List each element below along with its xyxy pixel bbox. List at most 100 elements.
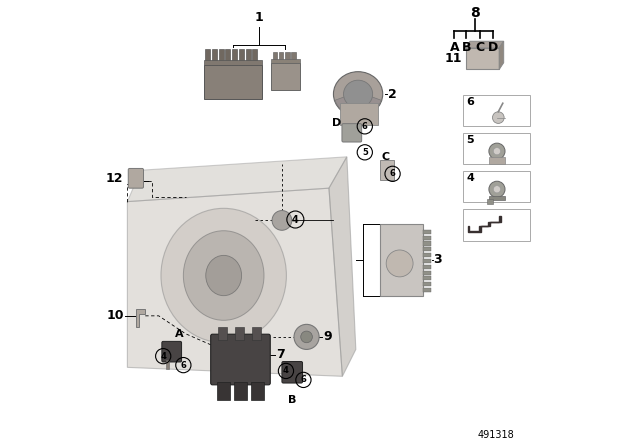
Bar xyxy=(218,327,227,340)
Text: 7: 7 xyxy=(276,348,285,362)
Bar xyxy=(232,49,237,65)
Bar xyxy=(463,95,530,126)
Bar xyxy=(463,133,530,164)
Circle shape xyxy=(493,112,504,124)
Ellipse shape xyxy=(344,80,372,108)
Bar xyxy=(463,209,530,241)
Polygon shape xyxy=(466,41,504,48)
Ellipse shape xyxy=(206,255,242,296)
Bar xyxy=(271,59,300,63)
Bar xyxy=(251,382,264,400)
Text: 8: 8 xyxy=(470,6,479,21)
Text: 4: 4 xyxy=(466,173,474,183)
Text: B: B xyxy=(461,41,471,55)
Bar xyxy=(423,236,431,240)
Text: 4: 4 xyxy=(160,352,166,361)
Bar xyxy=(423,288,431,292)
Bar xyxy=(423,271,431,275)
Bar xyxy=(423,259,431,263)
Ellipse shape xyxy=(333,72,383,116)
Bar xyxy=(273,52,277,63)
Text: 4: 4 xyxy=(292,215,299,224)
Text: D: D xyxy=(488,41,499,55)
Polygon shape xyxy=(329,157,356,376)
Bar xyxy=(166,360,169,369)
Bar xyxy=(219,49,224,65)
Text: 6: 6 xyxy=(466,97,474,107)
Polygon shape xyxy=(468,216,502,232)
Circle shape xyxy=(489,143,505,159)
Bar xyxy=(423,276,431,280)
Text: 491318: 491318 xyxy=(477,430,515,439)
Polygon shape xyxy=(499,41,504,69)
Text: 5: 5 xyxy=(362,148,368,157)
Circle shape xyxy=(489,181,505,197)
Bar xyxy=(423,253,431,257)
Bar xyxy=(275,220,290,226)
Text: 12: 12 xyxy=(106,172,123,185)
Text: 1: 1 xyxy=(255,11,263,25)
Text: A: A xyxy=(175,329,183,339)
Circle shape xyxy=(301,331,312,343)
Bar xyxy=(487,199,493,203)
Circle shape xyxy=(493,185,500,193)
Text: C: C xyxy=(476,41,484,55)
Text: 10: 10 xyxy=(106,309,124,323)
Bar xyxy=(285,52,289,63)
Circle shape xyxy=(294,324,319,349)
Wedge shape xyxy=(335,92,381,116)
Polygon shape xyxy=(127,157,347,202)
Bar xyxy=(340,103,378,125)
Text: 2: 2 xyxy=(388,87,397,101)
Bar xyxy=(489,196,505,201)
Bar xyxy=(423,247,431,251)
Text: 11: 11 xyxy=(445,52,462,65)
FancyBboxPatch shape xyxy=(342,124,362,142)
Bar xyxy=(380,224,423,296)
Bar xyxy=(489,158,505,164)
Bar xyxy=(252,327,261,340)
Bar xyxy=(423,241,431,246)
Bar xyxy=(380,160,394,180)
Ellipse shape xyxy=(161,208,287,343)
Bar xyxy=(205,49,210,65)
Ellipse shape xyxy=(184,231,264,320)
Polygon shape xyxy=(136,309,145,327)
Text: 6: 6 xyxy=(301,375,307,384)
Bar xyxy=(246,49,251,65)
Text: 6: 6 xyxy=(362,122,368,131)
Bar xyxy=(239,49,244,65)
Bar xyxy=(234,382,246,400)
Text: 4: 4 xyxy=(283,366,289,375)
FancyBboxPatch shape xyxy=(162,341,182,362)
Text: 6: 6 xyxy=(180,361,186,370)
Bar xyxy=(279,52,284,63)
Circle shape xyxy=(386,250,413,277)
Text: A: A xyxy=(449,41,460,55)
Bar xyxy=(423,282,431,286)
Text: C: C xyxy=(382,152,390,162)
Text: 9: 9 xyxy=(324,330,332,344)
Bar xyxy=(463,171,530,202)
Bar xyxy=(291,52,296,63)
Text: 6: 6 xyxy=(390,169,396,178)
Circle shape xyxy=(493,148,500,155)
Circle shape xyxy=(272,211,292,230)
Bar xyxy=(252,49,257,65)
Bar xyxy=(423,230,431,234)
Bar xyxy=(217,382,230,400)
Text: D: D xyxy=(332,118,342,128)
Text: 3: 3 xyxy=(433,253,442,267)
FancyBboxPatch shape xyxy=(211,334,270,385)
Bar xyxy=(204,65,262,99)
FancyBboxPatch shape xyxy=(282,362,303,383)
FancyBboxPatch shape xyxy=(128,168,143,188)
Bar xyxy=(204,60,262,65)
Bar xyxy=(423,265,431,269)
Polygon shape xyxy=(127,188,342,376)
Text: B: B xyxy=(288,395,296,405)
Bar xyxy=(235,327,244,340)
Bar xyxy=(466,48,499,69)
Bar xyxy=(271,63,300,90)
Bar xyxy=(225,49,230,65)
